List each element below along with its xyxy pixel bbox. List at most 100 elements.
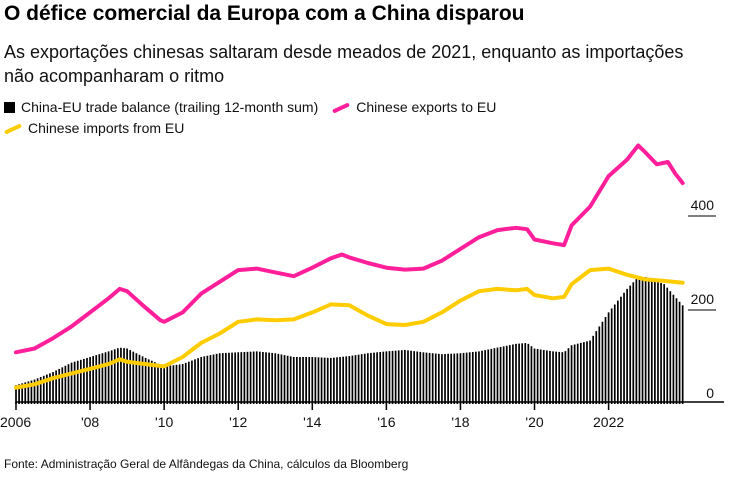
exports-line <box>14 143 685 355</box>
balance-bar <box>187 361 190 404</box>
balance-bar <box>107 351 110 404</box>
balance-bar <box>15 385 17 404</box>
balance-bar <box>530 346 533 404</box>
balance-bar <box>573 344 576 404</box>
balance-bar <box>200 357 203 404</box>
balance-bar <box>527 343 530 404</box>
balance-bar <box>234 352 236 404</box>
balance-bar <box>268 352 270 404</box>
imports-line <box>14 266 685 390</box>
balance-bar <box>549 350 551 404</box>
balance-bar <box>206 355 209 404</box>
balance-bar <box>521 343 524 404</box>
balance-bar <box>592 335 595 404</box>
balance-bar <box>240 352 243 404</box>
balance-bar <box>225 352 227 404</box>
legend-row-2: Chinese imports from EU <box>3 118 510 139</box>
balance-bar <box>117 348 119 404</box>
balance-bar <box>505 345 508 404</box>
balance-bar <box>515 343 517 404</box>
balance-bar <box>360 354 363 404</box>
balance-bar <box>46 374 48 404</box>
balance-bar <box>382 351 385 404</box>
balance-bar <box>456 353 459 404</box>
balance-bar <box>92 356 95 404</box>
balance-bar <box>265 352 267 404</box>
x-tick-label: '14 <box>303 414 321 430</box>
balance-bar <box>638 277 641 404</box>
balance-bar <box>286 355 289 404</box>
balance-bar <box>308 357 311 404</box>
x-tick-label: '18 <box>451 414 469 430</box>
balance-bar <box>595 331 598 404</box>
balance-bar <box>314 357 317 404</box>
balance-bar <box>166 366 169 404</box>
balance-bar <box>70 362 73 404</box>
balance-bar <box>475 351 477 404</box>
balance-bar <box>181 364 184 404</box>
chart-legend: China-EU trade balance (trailing 12-mont… <box>3 97 510 139</box>
balance-bar <box>55 370 57 404</box>
balance-bar <box>289 356 292 404</box>
balance-bar <box>104 352 107 404</box>
balance-bar <box>326 357 329 404</box>
balance-bar <box>212 354 215 404</box>
balance-bar <box>243 351 246 404</box>
balance-bar <box>413 351 415 404</box>
balance-bar <box>610 308 613 404</box>
balance-bar <box>641 277 644 404</box>
balance-bar <box>558 351 561 404</box>
balance-bar <box>564 351 567 404</box>
balance-bar <box>147 359 150 404</box>
balance-bar <box>79 359 82 404</box>
balance-bar <box>441 354 443 404</box>
balance-bar <box>654 280 656 404</box>
balance-bar <box>67 364 70 404</box>
balance-bar <box>27 381 30 404</box>
balance-bar <box>138 354 141 404</box>
balance-bar <box>617 300 619 404</box>
legend-swatch-imports <box>3 122 23 135</box>
balance-bar <box>154 362 156 404</box>
balance-bar <box>583 342 585 404</box>
balance-bar <box>169 365 172 404</box>
balance-bar <box>36 378 39 404</box>
balance-bar <box>203 356 206 404</box>
balance-bar <box>416 351 419 404</box>
balance-bar <box>632 282 635 404</box>
balance-bar <box>629 285 632 404</box>
balance-bar <box>379 351 382 404</box>
balance-bars <box>15 277 684 404</box>
balance-bar <box>394 350 397 404</box>
balance-bar <box>329 357 332 404</box>
balance-bar <box>135 353 138 404</box>
balance-bar <box>299 357 301 404</box>
balance-bar <box>83 358 85 404</box>
balance-bar <box>363 353 366 404</box>
balance-bar <box>98 354 101 404</box>
balance-bar <box>39 377 42 404</box>
balance-bar <box>95 355 98 404</box>
balance-bar <box>660 282 662 404</box>
x-tick-label: '16 <box>377 414 395 430</box>
balance-bar <box>302 357 304 404</box>
balance-bar <box>120 347 122 404</box>
y-tick-label: 400 <box>691 197 715 213</box>
balance-bar <box>586 341 588 404</box>
balance-bar <box>150 360 153 404</box>
balance-bar <box>410 350 412 404</box>
balance-bar <box>178 364 181 404</box>
balance-bar <box>348 356 351 404</box>
y-tick-label: 200 <box>691 291 715 307</box>
balance-bar <box>576 343 579 404</box>
balance-bar <box>172 365 175 404</box>
balance-bar <box>373 352 375 404</box>
balance-bar <box>681 305 684 404</box>
balance-bar <box>231 352 233 404</box>
balance-bar <box>215 353 218 404</box>
balance-bar <box>635 279 638 404</box>
balance-bar <box>184 362 187 404</box>
balance-bar <box>579 342 582 404</box>
balance-bar <box>620 296 622 404</box>
balance-bar <box>493 348 496 404</box>
